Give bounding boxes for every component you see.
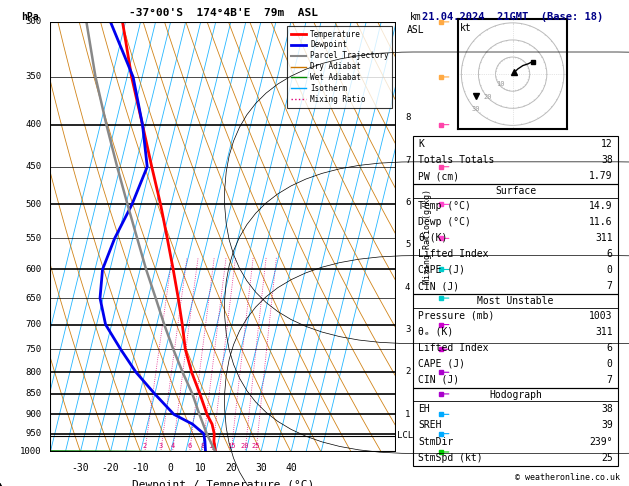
Text: 4: 4 [405,283,410,292]
Text: K: K [418,139,424,149]
Text: 7: 7 [607,281,613,291]
Text: SREH: SREH [418,420,442,431]
Text: 1.79: 1.79 [589,171,613,181]
Text: StmDir: StmDir [418,436,454,447]
Text: CIN (J): CIN (J) [418,281,459,291]
Text: 39: 39 [601,420,613,431]
Text: hPa: hPa [21,12,38,22]
Text: 15: 15 [227,443,235,449]
Text: 600: 600 [26,265,42,274]
Text: θₑ (K): θₑ (K) [418,327,454,337]
Text: Totals Totals: Totals Totals [418,155,494,165]
Text: 3: 3 [159,443,163,449]
Text: Dewpoint / Temperature (°C): Dewpoint / Temperature (°C) [132,480,314,486]
Text: 38: 38 [601,404,613,415]
Text: 7: 7 [607,375,613,385]
Text: Mixing Ratio (g/kg): Mixing Ratio (g/kg) [423,190,432,284]
Text: 38: 38 [601,155,613,165]
Text: 11.6: 11.6 [589,217,613,227]
Text: 0: 0 [607,265,613,275]
Text: 311: 311 [595,327,613,337]
Text: CAPE (J): CAPE (J) [418,359,465,369]
Text: LCL: LCL [397,431,413,440]
Text: 400: 400 [26,120,42,129]
Text: -20: -20 [102,463,120,473]
Text: 20: 20 [225,463,237,473]
Text: 2: 2 [405,367,410,377]
Text: 300: 300 [26,17,42,26]
Text: PW (cm): PW (cm) [418,171,459,181]
Text: 21.04.2024  21GMT  (Base: 18): 21.04.2024 21GMT (Base: 18) [422,12,603,22]
Text: θₑ(K): θₑ(K) [418,233,448,243]
Text: 3: 3 [405,325,410,334]
Text: Lifted Index: Lifted Index [418,249,489,259]
Text: Dewp (°C): Dewp (°C) [418,217,471,227]
Text: 10: 10 [195,463,206,473]
Text: 1: 1 [405,410,410,419]
Text: 900: 900 [26,410,42,419]
Text: 650: 650 [26,294,42,303]
Text: 700: 700 [26,320,42,329]
Text: ASL: ASL [406,25,424,35]
Text: 350: 350 [26,72,42,82]
Text: km: km [409,12,421,22]
Text: -10: -10 [131,463,149,473]
Text: 30: 30 [255,463,267,473]
Text: 6: 6 [607,249,613,259]
Text: 0: 0 [607,359,613,369]
Legend: Temperature, Dewpoint, Parcel Trajectory, Dry Adiabat, Wet Adiabat, Isotherm, Mi: Temperature, Dewpoint, Parcel Trajectory… [287,26,392,108]
Text: 4: 4 [170,443,175,449]
Text: 6: 6 [405,198,410,207]
Text: 800: 800 [26,368,42,377]
Text: kt: kt [460,23,472,33]
Text: 8: 8 [200,443,204,449]
Text: Lifted Index: Lifted Index [418,343,489,353]
Text: 0: 0 [168,463,174,473]
Text: 450: 450 [26,162,42,171]
Text: 239°: 239° [589,436,613,447]
Text: StmSpd (kt): StmSpd (kt) [418,452,483,463]
Text: Temp (°C): Temp (°C) [418,201,471,211]
Text: Most Unstable: Most Unstable [477,296,554,306]
Text: 25: 25 [252,443,260,449]
Text: 20: 20 [484,94,493,100]
Text: 500: 500 [26,200,42,209]
Text: 2: 2 [143,443,147,449]
Text: 6: 6 [607,343,613,353]
Text: 8: 8 [405,113,410,122]
Title: -37°00'S  174°4B'E  79m  ASL: -37°00'S 174°4B'E 79m ASL [129,8,318,18]
Text: Hodograph: Hodograph [489,390,542,399]
Text: 12: 12 [601,139,613,149]
Text: 10: 10 [496,82,504,87]
Text: 20: 20 [241,443,249,449]
Bar [50,22,396,452]
Text: 750: 750 [26,345,42,354]
Text: CIN (J): CIN (J) [418,375,459,385]
Text: 6: 6 [187,443,192,449]
Text: CAPE (J): CAPE (J) [418,265,465,275]
Text: 40: 40 [285,463,297,473]
Text: 30: 30 [472,106,480,112]
Text: 7: 7 [405,156,410,165]
Text: 950: 950 [26,429,42,438]
Text: 1000: 1000 [20,448,42,456]
Text: -30: -30 [72,463,89,473]
Text: © weatheronline.co.uk: © weatheronline.co.uk [515,473,620,482]
Text: 550: 550 [26,234,42,243]
Text: 5: 5 [405,240,410,249]
Text: Pressure (mb): Pressure (mb) [418,311,494,321]
Text: 10: 10 [208,443,216,449]
Text: 850: 850 [26,389,42,399]
Text: 1003: 1003 [589,311,613,321]
Text: Surface: Surface [495,186,536,196]
Text: EH: EH [418,404,430,415]
Text: 14.9: 14.9 [589,201,613,211]
Text: 311: 311 [595,233,613,243]
Text: 25: 25 [601,452,613,463]
